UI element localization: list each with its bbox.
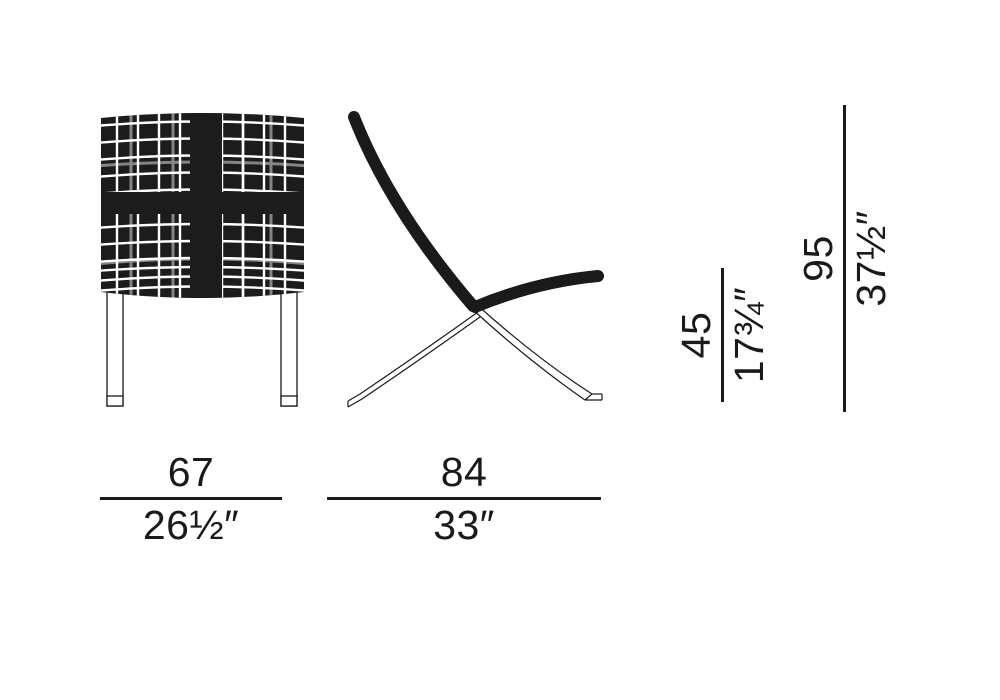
dimension-seat-height: 45 17¾″	[673, 268, 772, 402]
dimension-seat-height-metric: 45	[673, 311, 719, 359]
front-legs	[106, 261, 298, 407]
weave-grid	[101, 113, 304, 298]
dimension-depth-imperial: 33″	[433, 502, 495, 548]
dimension-depth-rule	[327, 497, 601, 500]
side-elevation-view	[330, 104, 620, 409]
dimension-seat-height-imperial: 17¾″	[726, 286, 772, 384]
front-upholstery	[101, 113, 304, 298]
dimension-total-height: 95 37½″	[795, 105, 894, 412]
dimension-width-imperial: 26½″	[142, 502, 240, 548]
front-elevation-svg	[101, 113, 304, 407]
side-upholstery	[348, 111, 604, 313]
dimension-depth: 84 33″	[327, 452, 601, 546]
side-elevation-svg	[347, 111, 604, 408]
dimension-width: 67 26½″	[100, 452, 282, 546]
side-frame-tubes	[347, 303, 603, 408]
dimension-depth-metric: 84	[440, 449, 488, 495]
dimension-width-rule	[100, 497, 282, 500]
dimension-width-metric: 67	[167, 449, 215, 495]
front-elevation-view	[95, 104, 310, 409]
cross-motif	[101, 113, 304, 298]
dimension-total-height-metric: 95	[795, 235, 841, 282]
dimension-total-height-imperial: 37½″	[848, 210, 894, 307]
